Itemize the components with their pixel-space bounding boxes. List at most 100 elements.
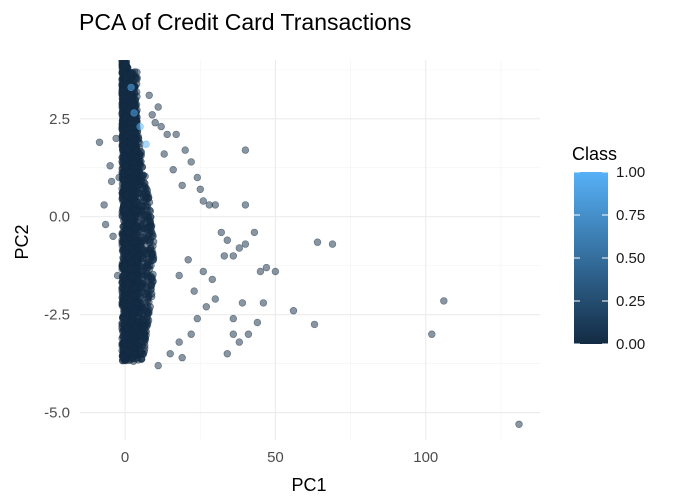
scatter-point — [120, 85, 128, 94]
scatter-point — [229, 330, 238, 338]
scatter-point — [199, 267, 208, 276]
scatter-point — [428, 330, 436, 338]
scatter-point — [121, 161, 130, 169]
scatter-point — [166, 350, 174, 358]
scatter-point — [181, 146, 189, 154]
grid-lines — [80, 60, 540, 440]
scatter-point — [262, 263, 271, 272]
scatter-point — [175, 271, 183, 280]
scatter-point — [211, 295, 220, 303]
y-tick-label: -2.5 — [44, 307, 70, 324]
scatter-point — [124, 279, 132, 287]
scatter-point — [223, 350, 232, 358]
scatter-point — [238, 299, 247, 307]
scatter-point — [202, 303, 211, 311]
scatter-point — [178, 181, 186, 190]
scatter-point — [121, 206, 130, 215]
scatter-point — [515, 420, 523, 428]
scatter-point — [143, 309, 151, 318]
scatter-point — [148, 111, 156, 119]
scatter-point — [220, 252, 229, 260]
scatter-point — [193, 173, 202, 182]
scatter-point — [187, 158, 195, 166]
legend-tick-label: 0.00 — [616, 336, 645, 353]
scatter-point — [123, 347, 132, 355]
scatter-point — [128, 310, 136, 318]
scatter-points — [95, 60, 523, 428]
scatter-point — [127, 83, 135, 92]
scatter-point — [145, 91, 153, 100]
x-tick-label: 50 — [267, 449, 284, 466]
scatter-point — [440, 297, 448, 305]
scatter-point — [129, 329, 138, 337]
scatter-point — [235, 244, 244, 252]
legend-tick-label: 0.25 — [616, 293, 645, 310]
chart-title: PCA of Credit Card Transactions — [79, 9, 411, 35]
scatter-point — [115, 173, 123, 182]
scatter-point — [187, 330, 195, 338]
scatter-point — [120, 101, 128, 110]
scatter-point — [123, 191, 131, 199]
scatter-point — [229, 314, 238, 323]
scatter-point — [193, 314, 202, 323]
legend-tick-label: 0.50 — [616, 250, 645, 267]
scatter-point — [107, 177, 116, 186]
scatter-point — [130, 265, 138, 273]
scatter-point — [271, 267, 280, 276]
x-tick-label: 100 — [413, 449, 438, 466]
scatter-point — [313, 238, 322, 246]
scatter-point — [141, 213, 149, 222]
scatter-point — [126, 119, 134, 127]
scatter-point — [132, 225, 140, 233]
scatter-point — [132, 232, 140, 240]
y-axis-title: PC2 — [12, 224, 32, 259]
scatter-point — [172, 130, 180, 139]
scatter-point — [132, 188, 140, 197]
scatter-point — [160, 150, 168, 158]
scatter-point — [131, 102, 140, 110]
scatter-point — [148, 230, 156, 238]
scatter-point — [100, 201, 108, 209]
scatter-point — [256, 267, 265, 276]
scatter-point — [123, 183, 131, 191]
scatter-point — [144, 272, 153, 280]
scatter-point — [143, 262, 151, 270]
scatter-point — [196, 185, 205, 194]
scatter-point — [121, 73, 130, 82]
scatter-point — [119, 271, 128, 280]
scatter-point — [109, 232, 117, 241]
scatter-point — [129, 158, 137, 166]
legend-tick-label: 0.75 — [616, 207, 645, 224]
scatter-point — [244, 330, 253, 338]
scatter-point — [136, 122, 144, 131]
scatter-point — [120, 315, 128, 323]
x-axis-title: PC1 — [291, 475, 326, 495]
scatter-point — [235, 338, 244, 346]
scatter-point — [126, 301, 134, 309]
scatter-point — [130, 284, 138, 292]
scatter-point — [129, 249, 137, 257]
scatter-point — [141, 336, 149, 344]
y-axis-ticks: -5.0 -2.5 0.0 2.5 — [44, 111, 70, 422]
legend-tick-label: 1.00 — [616, 164, 645, 181]
scatter-point — [121, 264, 129, 272]
scatter-point — [217, 228, 226, 237]
legend-title: Class — [572, 144, 617, 164]
scatter-point — [132, 206, 141, 215]
scatter-point — [184, 256, 192, 264]
scatter-point — [149, 256, 157, 264]
scatter-point — [113, 271, 122, 280]
scatter-point — [127, 168, 135, 176]
scatter-point — [123, 144, 131, 152]
scatter-point — [154, 103, 162, 111]
scatter-point — [121, 61, 129, 69]
scatter-point — [208, 275, 217, 284]
scatter-point — [112, 134, 120, 143]
scatter-point — [123, 93, 131, 101]
scatter-point — [95, 138, 104, 147]
scatter-point — [199, 197, 208, 205]
scatter-point — [178, 354, 186, 362]
scatter-point — [151, 118, 159, 127]
scatter-point — [163, 130, 171, 139]
scatter-point — [132, 146, 141, 154]
